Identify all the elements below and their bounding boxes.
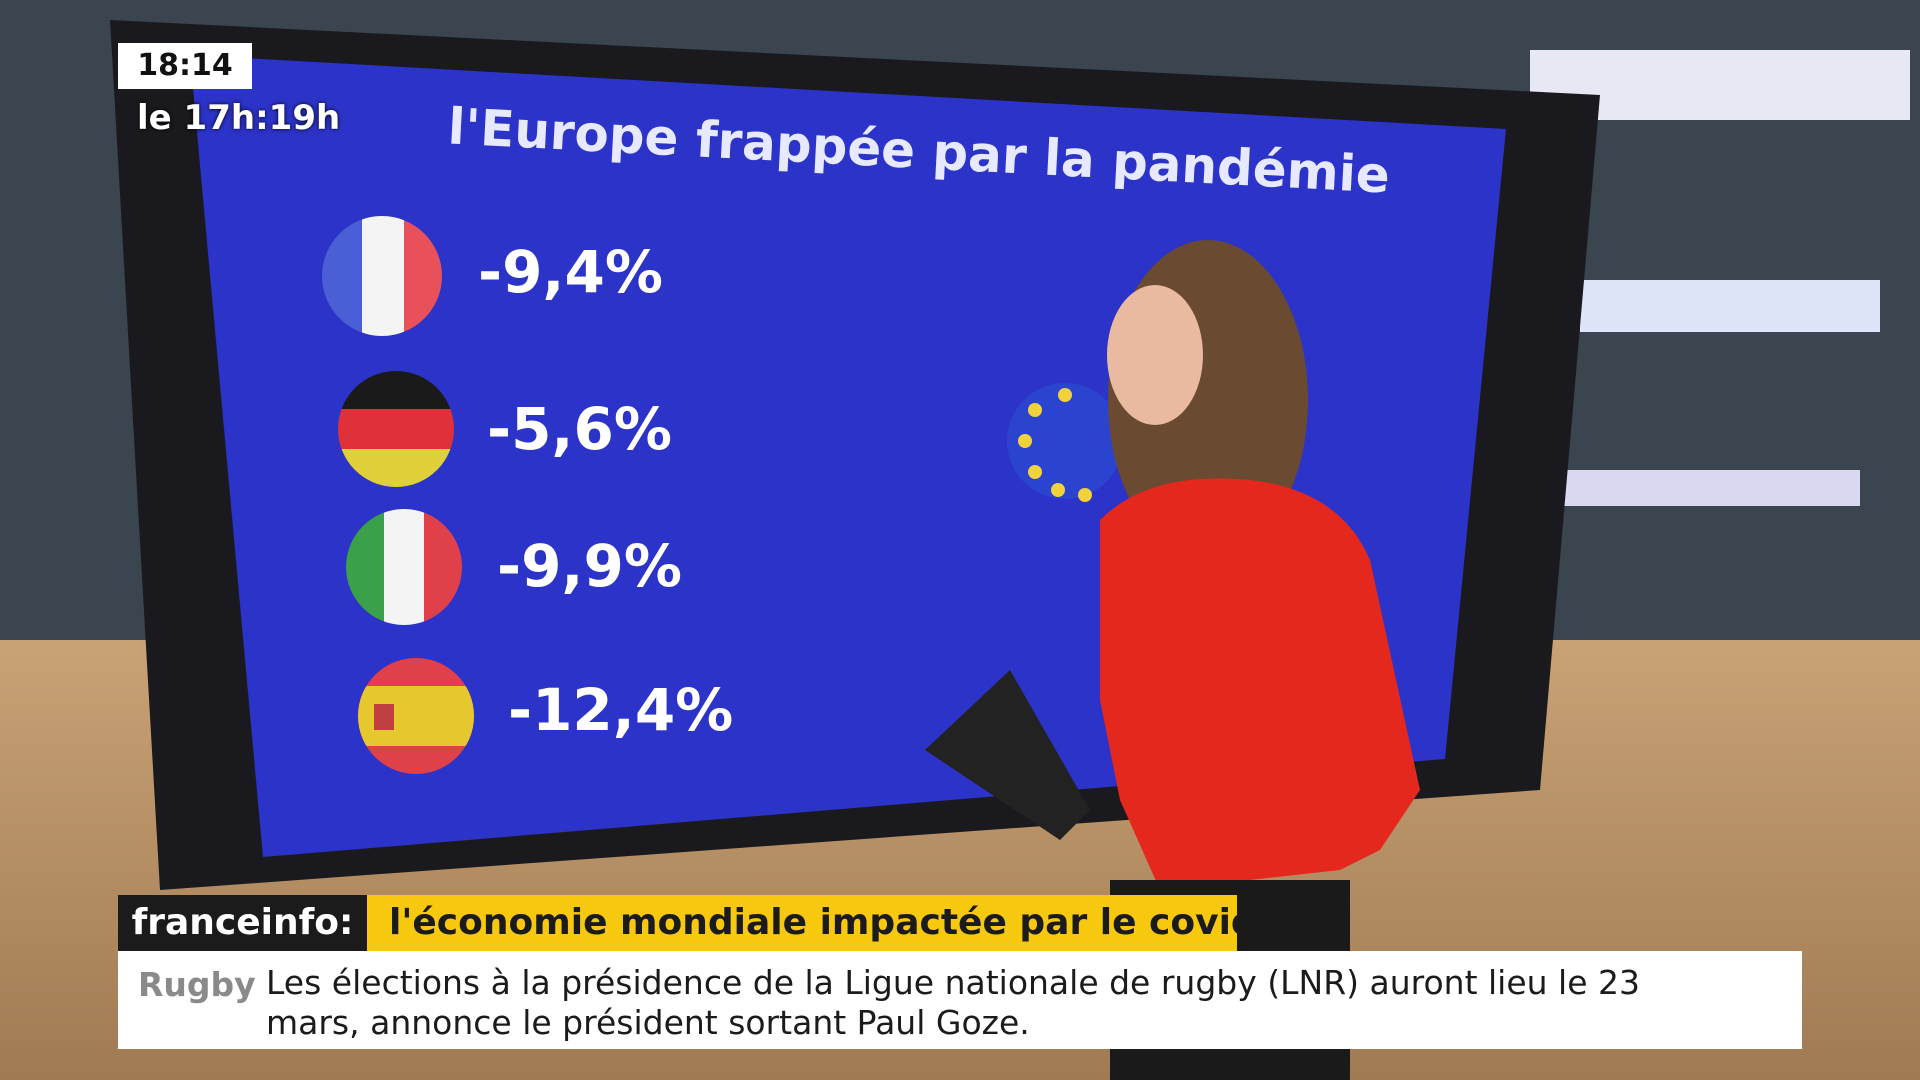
light-panel [1560,470,1860,506]
country-value: -9,9% [497,532,682,600]
ticker-line: mars, annonce le président sortant Paul … [266,1003,1030,1042]
headline: l'économie mondiale impactée par le covi… [367,895,1257,951]
country-value: -5,6% [487,395,672,463]
country-value: -9,4% [478,238,663,306]
sweater [1100,478,1420,890]
card [925,670,1090,840]
face [1107,285,1203,425]
flag-spain [358,658,474,774]
light-panel [1580,280,1880,332]
ticker-category: Rugby [138,965,256,1004]
program: le 17h:19h [137,98,341,138]
clock: 18:14 [118,43,252,89]
country-value: -12,4% [508,676,733,744]
eu-stars [1018,388,1092,502]
ticker-line: Les élections à la présidence de la Ligu… [266,963,1640,1002]
channel-logo: franceinfo: [118,895,367,951]
ticker: Rugby Les élections à la présidence de l… [118,951,1802,1049]
